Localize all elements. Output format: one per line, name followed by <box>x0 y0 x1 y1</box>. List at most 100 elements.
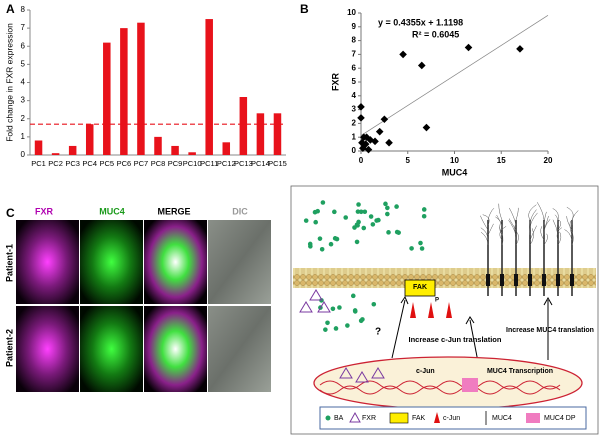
y-tick-label: 1 <box>21 132 26 141</box>
muc4-glycan <box>529 212 538 231</box>
muc4-glycan <box>569 220 573 236</box>
muc4-glycan <box>480 215 489 231</box>
ba-dots <box>303 200 427 332</box>
x-tick-label: 10 <box>450 156 459 165</box>
y-tick-label: 4 <box>352 91 357 100</box>
micrograph <box>208 306 271 392</box>
muc4-glycan <box>557 231 562 246</box>
muc4-domain <box>542 274 546 286</box>
row-label: Patient-1 <box>4 244 14 282</box>
ba-dot <box>303 218 309 223</box>
bar <box>256 113 265 155</box>
x-tick-label: PC15 <box>268 159 287 168</box>
ba-dot <box>358 209 364 215</box>
y-tick-label: 0 <box>21 150 26 159</box>
bar <box>273 113 282 155</box>
diagram-note: Increase MUC4 translation <box>506 327 594 334</box>
muc4-glycan <box>499 227 504 246</box>
x-tick-label: PC6 <box>117 159 132 168</box>
ba-dot <box>355 209 361 214</box>
ba-dot <box>419 246 425 251</box>
y-tick-label: 4 <box>21 78 26 87</box>
micrograph <box>144 306 207 392</box>
ba-dot <box>317 236 323 241</box>
x-tick-label: PC13 <box>234 159 253 168</box>
legend-box <box>319 406 587 430</box>
bar <box>239 97 248 155</box>
muc4-glycan <box>508 220 517 236</box>
bar <box>222 142 231 155</box>
point <box>362 133 371 141</box>
bar <box>137 22 145 155</box>
ba-dot <box>371 301 377 307</box>
y-tick-label: 0 <box>352 146 357 155</box>
muc4-glycan <box>482 214 490 226</box>
muc4-glycan <box>536 202 545 221</box>
point <box>371 137 379 146</box>
muc4-glycan <box>529 209 537 226</box>
muc4-glycan <box>528 204 537 221</box>
ba-dot <box>330 306 336 312</box>
ba-dot <box>356 219 361 225</box>
bar <box>120 28 128 155</box>
ba-dot <box>360 317 365 322</box>
ba-dot <box>343 215 349 220</box>
muc4-glycan <box>508 218 517 231</box>
x-tick-label: 5 <box>406 156 411 165</box>
micrograph <box>80 220 143 304</box>
gene-label: c-Jun <box>416 368 435 375</box>
phospho-label: P <box>435 298 439 304</box>
ba-dot <box>376 217 381 223</box>
ba-dot <box>383 201 388 207</box>
muc4-glycan <box>480 227 489 241</box>
bar <box>188 152 196 155</box>
trendline <box>360 15 549 136</box>
x-tick-label: PC1 <box>31 159 46 168</box>
x-tick-label: PC3 <box>65 159 80 168</box>
panel-label: C <box>6 206 15 220</box>
ba-dot <box>328 241 334 247</box>
y-tick-label: 2 <box>352 119 357 128</box>
point <box>399 50 407 59</box>
x-tick-label: PC11 <box>200 159 218 168</box>
ba-dot <box>333 326 339 331</box>
x-tick-label: PC7 <box>134 159 149 168</box>
muc4-glycan <box>554 214 559 226</box>
muc4-glycan <box>487 223 494 236</box>
x-tick-label: PC10 <box>183 159 202 168</box>
legend-label: BA <box>334 415 344 422</box>
equation: y = 0.4355x + 1.1198 <box>378 17 463 27</box>
muc4-domain <box>570 274 574 286</box>
muc4-glycan <box>480 231 489 246</box>
muc4-domain <box>514 274 518 286</box>
x-tick-label: 0 <box>359 156 364 165</box>
x-tick-label: PC8 <box>151 159 166 168</box>
ba-dot <box>394 204 399 209</box>
ba-dot <box>385 205 390 211</box>
muc4-glycan <box>566 216 573 231</box>
muc4-glycan <box>509 207 517 226</box>
gene-label: MUC4 Transcription <box>487 368 553 375</box>
x-axis-label: MUC4 <box>442 167 468 177</box>
point <box>422 123 431 132</box>
panel-label: A <box>6 2 15 16</box>
ba-dot <box>418 240 423 246</box>
muc4-receptors <box>480 202 579 296</box>
bar <box>171 145 179 155</box>
column-header: DIC <box>232 206 248 216</box>
column-header: FXR <box>35 206 54 216</box>
point <box>358 138 366 147</box>
muc4-glycan <box>529 228 534 246</box>
point <box>417 61 426 70</box>
y-tick-label: 5 <box>352 77 357 86</box>
ba-dot <box>325 320 330 326</box>
ba-dot <box>386 230 391 235</box>
micrograph <box>144 220 207 304</box>
muc4-glycan <box>556 227 562 241</box>
cjun-spikes <box>410 302 452 318</box>
bar-chart: 0 1 2 3 4 5 6 7 8 Fold change in FXR expression PC… <box>4 5 287 168</box>
y-axis-label: FXR <box>330 72 340 91</box>
point <box>357 114 365 122</box>
column-header: MERGE <box>157 206 190 216</box>
ba-dot <box>332 209 337 215</box>
